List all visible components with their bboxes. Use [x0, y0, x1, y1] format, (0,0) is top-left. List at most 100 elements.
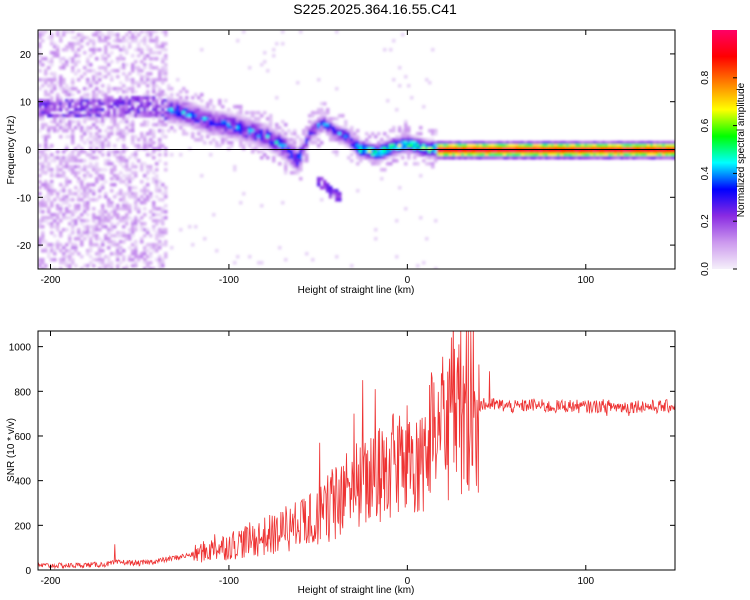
spectrogram-cell	[527, 150, 531, 154]
spectrogram-cell	[101, 210, 105, 214]
spectrogram-cell	[161, 231, 165, 235]
spectrogram-cell	[446, 144, 450, 148]
spectrogram-cell	[80, 75, 84, 79]
spectrogram-cell	[113, 240, 117, 244]
spectrogram-cell	[74, 210, 78, 214]
spectrogram-cell	[248, 138, 252, 142]
spectrogram-cell	[176, 111, 180, 115]
spectrogram-cell	[260, 144, 264, 148]
spectrogram-cell	[50, 204, 54, 208]
spectrogram-cell	[293, 153, 297, 157]
spectrogram-cell	[419, 147, 423, 151]
spectrogram-cell	[53, 114, 57, 118]
spectrogram-cell	[89, 174, 93, 178]
spectrogram-cell	[161, 216, 165, 220]
spectrogram-cell	[155, 30, 159, 34]
spectrogram-cell	[329, 129, 333, 133]
spectrogram-cell	[590, 150, 594, 154]
spectrogram-cell	[146, 168, 150, 172]
spectrogram-cell	[323, 186, 327, 190]
spectrogram-cell	[287, 150, 291, 154]
spectrogram-cell	[623, 156, 627, 160]
y-tick-label: 400	[14, 477, 31, 488]
spectrogram-cell	[476, 153, 480, 157]
spectrogram-cell	[179, 111, 183, 115]
spectrogram-cell	[125, 201, 129, 205]
spectrogram-cell	[44, 30, 48, 34]
spectrogram-cell	[353, 141, 357, 145]
spectrogram-cell	[395, 255, 399, 259]
spectrogram-cell	[74, 60, 78, 64]
spectrogram-cell	[161, 210, 165, 214]
spectrogram-cell	[128, 246, 132, 250]
spectrogram-cell	[104, 159, 108, 163]
spectrogram-cell	[296, 156, 300, 160]
spectrogram-cell	[425, 138, 429, 142]
spectrogram-cell	[122, 96, 126, 100]
spectrogram-cell	[77, 78, 81, 82]
spectrogram-cell	[41, 30, 45, 34]
spectrogram-cell	[47, 111, 51, 115]
spectrogram-cell	[134, 60, 138, 64]
spectrogram-cell	[74, 156, 78, 160]
spectrogram-cell	[284, 141, 288, 145]
spectrogram-cell	[413, 147, 417, 151]
spectrogram-cell	[173, 120, 177, 124]
spectrogram-cell	[41, 240, 45, 244]
spectrogram-cell	[284, 147, 288, 151]
spectrogram-cell	[86, 252, 90, 256]
spectrogram-cell	[524, 153, 528, 157]
spectrogram-cell	[356, 141, 360, 145]
spectrogram-cell	[239, 201, 243, 205]
spectrogram-cell	[86, 213, 90, 217]
spectrogram-cell	[578, 147, 582, 151]
spectrogram-cell	[125, 237, 129, 241]
spectrogram-cell	[38, 99, 42, 103]
colorbar-scale	[712, 30, 737, 269]
spectrogram-cell	[608, 144, 612, 148]
spectrogram-cell	[137, 108, 141, 112]
spectrogram-cell	[62, 30, 66, 34]
spectrogram-cell	[311, 123, 315, 127]
spectrogram-cell	[365, 150, 369, 154]
spectrogram-cell	[116, 33, 120, 37]
spectrogram-cell	[128, 177, 132, 181]
spectrogram-cell	[317, 117, 321, 121]
spectrogram-cell	[278, 144, 282, 148]
spectrogram-cell	[164, 231, 168, 235]
spectrogram-cell	[92, 264, 96, 268]
spectrogram-cell	[125, 183, 129, 187]
spectrogram-cell	[233, 165, 237, 169]
spectrogram-cell	[269, 135, 273, 139]
spectrogram-cell	[554, 144, 558, 148]
spectrogram-cell	[311, 126, 315, 130]
spectrogram-cell	[548, 144, 552, 148]
spectrogram-cell	[50, 201, 54, 205]
spectrogram-cell	[230, 144, 234, 148]
spectrogram-cell	[620, 147, 624, 151]
spectrogram-cell	[587, 147, 591, 151]
spectrogram-cell	[194, 117, 198, 121]
colorbar-tick-label: 0.8	[700, 70, 711, 84]
spectrogram-cell	[146, 84, 150, 88]
spectrogram-cell	[401, 141, 405, 145]
spectrogram-cell	[482, 141, 486, 145]
spectrogram-cell	[68, 258, 72, 262]
spectrogram-cell	[254, 144, 258, 148]
spectrogram-cell	[155, 45, 159, 49]
spectrogram-cell	[212, 129, 216, 133]
spectrogram-cell	[215, 126, 219, 130]
spectrogram-cell	[377, 150, 381, 154]
spectrogram-cell	[260, 123, 264, 127]
spectrogram-cell	[161, 132, 165, 136]
spectrogram-cell	[83, 168, 87, 172]
spectrogram-cell	[395, 153, 399, 157]
spectrogram-cell	[239, 126, 243, 130]
spectrogram-cell	[248, 111, 252, 115]
spectrogram-cell	[278, 162, 282, 166]
spectrogram-cell	[173, 102, 177, 106]
spectrogram-cell	[161, 78, 165, 82]
spectrogram-cell	[128, 168, 132, 172]
spectrogram-cell	[167, 111, 171, 115]
